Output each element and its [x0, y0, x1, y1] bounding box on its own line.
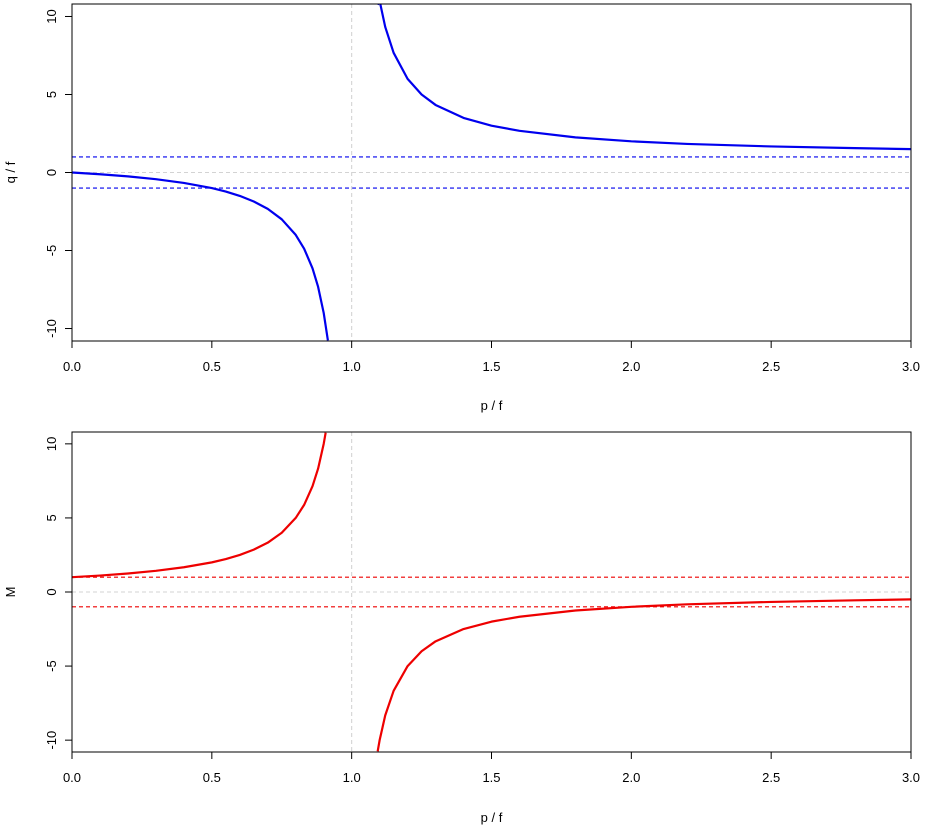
x-tick-label: 3.0 [902, 359, 920, 374]
x-tick-label: 0.0 [63, 359, 81, 374]
reference-lines [72, 432, 911, 752]
series-0-branch-0 [72, 171, 329, 341]
x-tick-label: 0.0 [63, 770, 81, 785]
x-tick-label: 2.5 [762, 359, 780, 374]
x-tick-label: 2.0 [622, 770, 640, 785]
y-tick-label: 5 [44, 514, 59, 521]
y-tick-label: -5 [44, 245, 59, 257]
plot-frame [71, 431, 912, 753]
data-curves [72, 4, 911, 341]
reference-lines [72, 4, 911, 341]
x-tick-label: 3.0 [902, 770, 920, 785]
y-tick-label: -10 [44, 731, 59, 750]
data-curves [72, 432, 911, 752]
y-tick-label: -5 [44, 660, 59, 672]
x-axis-label: p / f [481, 398, 503, 413]
series-0-branch-1 [376, 4, 911, 151]
y-tick-label: -10 [44, 319, 59, 338]
x-tick-label: 0.5 [203, 770, 221, 785]
x-tick-label: 1.0 [343, 770, 361, 785]
series-0-branch-1 [376, 598, 911, 752]
upper-panel: 0.0 0.5 1.0 1.5 2.0 2.5 3.0 -10 -5 0 5 10 p / f q / f [3, 3, 920, 413]
x-tick-label: 2.5 [762, 770, 780, 785]
y-tick-label: 0 [44, 588, 59, 595]
x-tick-label: 1.0 [343, 359, 361, 374]
x-tick-label: 0.5 [203, 359, 221, 374]
y-tick-label: 0 [44, 169, 59, 176]
x-tick-label: 1.5 [482, 770, 500, 785]
y-axis-label: q / f [3, 161, 18, 183]
y-axis-label: M [3, 587, 18, 598]
x-tick-label: 2.0 [622, 359, 640, 374]
y-tick-label: 10 [44, 9, 59, 23]
plot-frame [71, 3, 912, 342]
y-tick-label: 5 [44, 91, 59, 98]
x-tick-label: 1.5 [482, 359, 500, 374]
series-0-branch-0 [72, 432, 327, 579]
x-axis-label: p / f [481, 810, 503, 825]
lower-panel: 0.0 0.5 1.0 1.5 2.0 2.5 3.0 -10 -5 0 5 10 p / f M [3, 431, 920, 825]
y-tick-label: 10 [44, 437, 59, 451]
